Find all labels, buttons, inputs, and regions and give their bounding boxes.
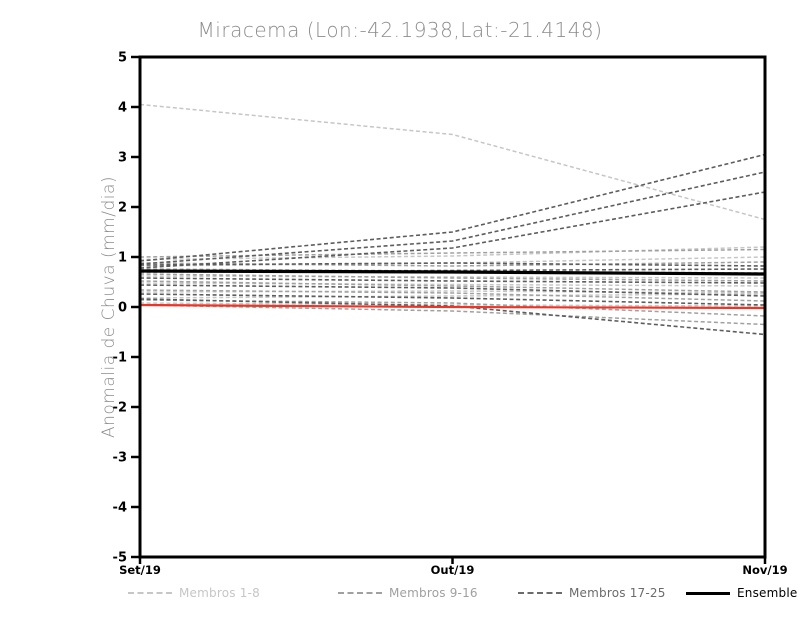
legend-label: Ensemble Mean [737,586,800,600]
legend-item-membros-17-25: Membros 17-25 [518,586,666,600]
solid-line-sample-icon [686,591,730,595]
member-17-line [139,153,766,262]
dashed-line-sample-icon [338,592,382,594]
member-19-line [139,191,766,269]
member-16-line [139,304,766,326]
member-5-line [139,282,766,287]
series-lines [139,103,766,336]
member-8-line [139,302,766,307]
member-1-line [139,103,766,221]
legend-label: Membros 17-25 [569,586,666,600]
zero-reference-line [139,303,766,310]
y-tick-label: 0 [118,301,127,316]
member-23-line [139,284,766,297]
y-tick-label: 1 [118,251,127,266]
member-10-line [139,261,766,267]
y-tick-label: -5 [113,551,127,566]
member-2-line [139,246,766,261]
legend-item-membros-1-8: Membros 1-8 [128,586,260,600]
legend-label: Membros 1-8 [179,586,260,600]
member-14-line [139,289,766,302]
member-13-line [139,280,766,293]
legend-item-membros-9-16: Membros 9-16 [338,586,478,600]
y-tick-label: 3 [118,151,127,166]
x-axis: Set/19 Out/19 Nov/19 [119,557,788,577]
legend-item-ensemble-mean: Ensemble Mean [686,586,800,600]
y-tick-label: 2 [118,201,127,216]
member-22-line [139,277,766,284]
member-15-line [139,299,766,317]
y-tick-label: -1 [113,351,127,366]
y-tick-label: 4 [118,101,127,116]
y-axis: 5 4 3 2 1 0 -1 -2 -3 -4 -5 [113,51,140,566]
legend: Membros 1-8 Membros 9-16 Membros 17-25 E… [0,586,800,606]
y-tick-label: -2 [113,401,127,416]
y-tick-label: 5 [118,51,127,66]
x-tick-label: Set/19 [119,563,161,577]
member-12-line [139,273,766,282]
member-6-line [139,290,766,294]
x-tick-label: Out/19 [431,563,475,577]
member-18-line [139,171,766,265]
member-24-line [139,293,766,306]
member-9-line [139,248,766,258]
ensemble-mean-line [139,269,766,276]
chart-title: Miracema (Lon:-42.1938,Lat:-21.4148) [197,18,603,42]
dashed-line-sample-icon [518,592,562,594]
dashed-line-sample-icon [128,592,172,594]
y-tick-label: -4 [113,501,127,516]
member-4-line [139,275,766,279]
member-20-line [139,262,766,267]
member-7-line [139,293,766,299]
legend-label: Membros 9-16 [389,586,478,600]
x-tick-label: Nov/19 [742,563,787,577]
y-tick-label: -3 [113,451,127,466]
